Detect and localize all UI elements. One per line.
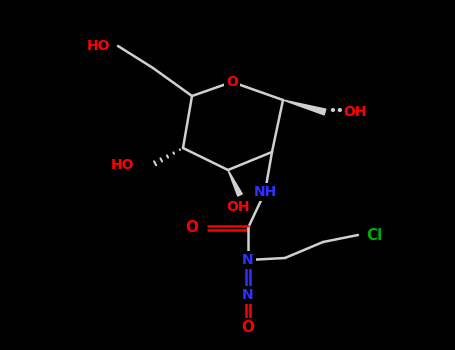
Text: O: O [185, 220, 198, 236]
Text: OH: OH [343, 105, 366, 119]
Text: N: N [242, 253, 254, 267]
Text: ••: •• [328, 105, 344, 119]
Text: HO: HO [111, 158, 134, 172]
Polygon shape [283, 100, 326, 115]
Text: OH: OH [226, 200, 250, 214]
Text: N: N [242, 288, 254, 302]
Text: NH: NH [253, 185, 277, 199]
Text: HO: HO [86, 39, 110, 53]
Text: Cl: Cl [366, 228, 382, 243]
Text: O: O [226, 75, 238, 89]
Text: O: O [242, 321, 254, 336]
Polygon shape [228, 170, 242, 196]
